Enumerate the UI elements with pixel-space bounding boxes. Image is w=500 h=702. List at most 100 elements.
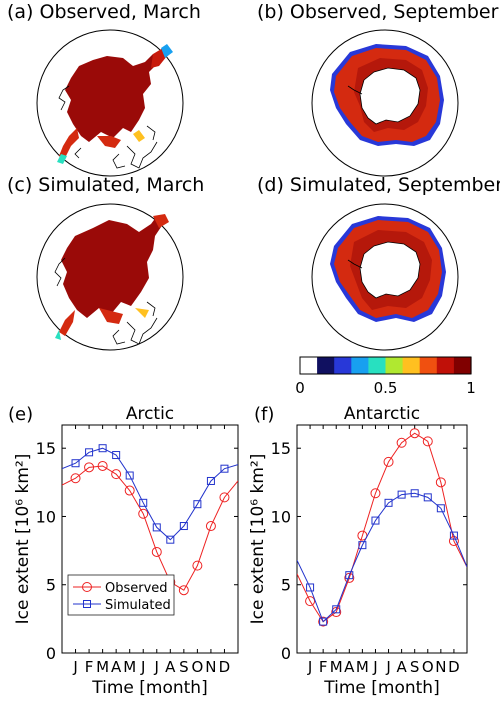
map-observed-september bbox=[311, 29, 459, 177]
x-tick-label: M bbox=[123, 658, 136, 676]
x-tick-label: F bbox=[319, 658, 328, 676]
data-point-observed bbox=[70, 473, 81, 484]
data-point-simulated bbox=[71, 459, 80, 468]
arctic-ice-simulated bbox=[55, 214, 169, 340]
data-point-simulated bbox=[98, 444, 107, 453]
antarctica-continent bbox=[359, 67, 421, 125]
axes-frame bbox=[296, 424, 468, 654]
x-tick-label: S bbox=[410, 658, 420, 676]
map-title-a: (a) Observed, March bbox=[7, 1, 201, 23]
data-point-simulated bbox=[220, 464, 229, 473]
map-title-d: (d) Simulated, September bbox=[257, 174, 500, 196]
colorbar-cell bbox=[334, 357, 352, 374]
x-tick-label: D bbox=[219, 658, 231, 676]
x-tick-label: A bbox=[396, 658, 407, 676]
y-tick-label: 10 bbox=[36, 507, 56, 526]
x-axis-label: Time [month] bbox=[323, 678, 439, 698]
legend-box bbox=[67, 574, 175, 616]
map-simulated-march bbox=[36, 203, 184, 351]
data-point-observed bbox=[409, 428, 420, 439]
data-point-observed bbox=[318, 616, 329, 627]
data-point-simulated bbox=[139, 498, 148, 507]
data-point-observed bbox=[205, 521, 216, 532]
data-point-observed bbox=[422, 436, 433, 447]
series-simulated bbox=[62, 444, 238, 544]
colorbar-cell bbox=[300, 357, 318, 374]
data-point-observed bbox=[344, 572, 355, 583]
colorbar-cell bbox=[453, 357, 472, 374]
legend-marker-square bbox=[83, 600, 91, 608]
map-title-c: (c) Simulated, March bbox=[7, 174, 205, 196]
data-point-simulated bbox=[345, 571, 354, 580]
map-title-b: (b) Observed, September bbox=[257, 1, 499, 23]
x-tick-label: M bbox=[96, 658, 109, 676]
series-observed bbox=[62, 460, 238, 596]
data-point-observed bbox=[97, 460, 108, 471]
x-tick-label: J bbox=[72, 658, 77, 676]
data-point-observed bbox=[192, 560, 203, 571]
data-point-simulated bbox=[397, 490, 406, 499]
data-point-simulated bbox=[449, 531, 458, 540]
data-point-simulated bbox=[332, 605, 341, 614]
coastlines bbox=[58, 85, 158, 169]
data-point-simulated bbox=[166, 535, 175, 544]
data-point-observed bbox=[151, 546, 162, 557]
series-observed bbox=[297, 428, 467, 627]
colorbar-cell bbox=[317, 357, 335, 374]
y-tick-label: 15 bbox=[36, 439, 56, 458]
data-point-simulated bbox=[358, 541, 367, 550]
colorbar: 0 0.5 1 bbox=[295, 356, 476, 397]
series-line bbox=[297, 492, 467, 623]
data-point-simulated bbox=[410, 489, 419, 498]
x-tick-label: A bbox=[165, 658, 176, 676]
data-point-simulated bbox=[423, 493, 432, 502]
y-axis-label: Ice extent [10⁶ km²] bbox=[13, 454, 33, 625]
colorbar-tick-label: 1 bbox=[466, 379, 476, 397]
data-point-observed bbox=[396, 437, 407, 448]
x-tick-label: N bbox=[435, 658, 446, 676]
data-point-observed bbox=[305, 596, 316, 607]
axes-frame bbox=[61, 424, 239, 654]
map-simulated-september bbox=[311, 203, 459, 351]
arctic-ice-observed bbox=[57, 44, 173, 164]
x-tick-label: A bbox=[344, 658, 355, 676]
colorbar-cell bbox=[351, 357, 369, 374]
data-point-observed bbox=[178, 585, 189, 596]
panel-label: (f) bbox=[254, 404, 274, 425]
coastlines bbox=[54, 257, 158, 345]
data-point-observed bbox=[124, 485, 135, 496]
data-point-simulated bbox=[85, 448, 94, 457]
data-point-simulated bbox=[206, 476, 215, 485]
x-tick-label: J bbox=[307, 658, 312, 676]
x-tick-label: D bbox=[448, 658, 460, 676]
data-point-observed bbox=[84, 462, 95, 473]
legend-label: Simulated bbox=[105, 598, 171, 613]
legend: Observed Simulated bbox=[67, 574, 175, 616]
chart-title: Antarctic bbox=[344, 404, 420, 424]
map-observed-march bbox=[36, 29, 184, 177]
x-tick-label: M bbox=[356, 658, 369, 676]
legend-label: Observed bbox=[105, 581, 168, 596]
x-tick-label: J bbox=[140, 658, 145, 676]
data-point-simulated bbox=[319, 617, 328, 626]
data-point-observed bbox=[138, 508, 149, 519]
colorbar-cell bbox=[402, 357, 421, 374]
x-axis-label: Time [month] bbox=[91, 678, 207, 698]
data-point-observed bbox=[331, 607, 342, 618]
data-point-simulated bbox=[371, 516, 380, 525]
x-tick-label: J bbox=[385, 658, 390, 676]
x-tick-label: O bbox=[422, 658, 434, 676]
data-point-simulated bbox=[179, 522, 188, 531]
y-tick-label: 15 bbox=[271, 439, 291, 458]
y-tick-label: 0 bbox=[46, 644, 56, 663]
colorbar-cell bbox=[419, 357, 438, 374]
series-line bbox=[62, 465, 238, 591]
colorbar-tick-label: 0 bbox=[295, 379, 305, 397]
x-tick-label: S bbox=[179, 658, 189, 676]
panel-label: (e) bbox=[8, 404, 33, 425]
colorbar-cell bbox=[385, 357, 404, 374]
series-line bbox=[297, 432, 467, 623]
x-tick-label: M bbox=[330, 658, 343, 676]
